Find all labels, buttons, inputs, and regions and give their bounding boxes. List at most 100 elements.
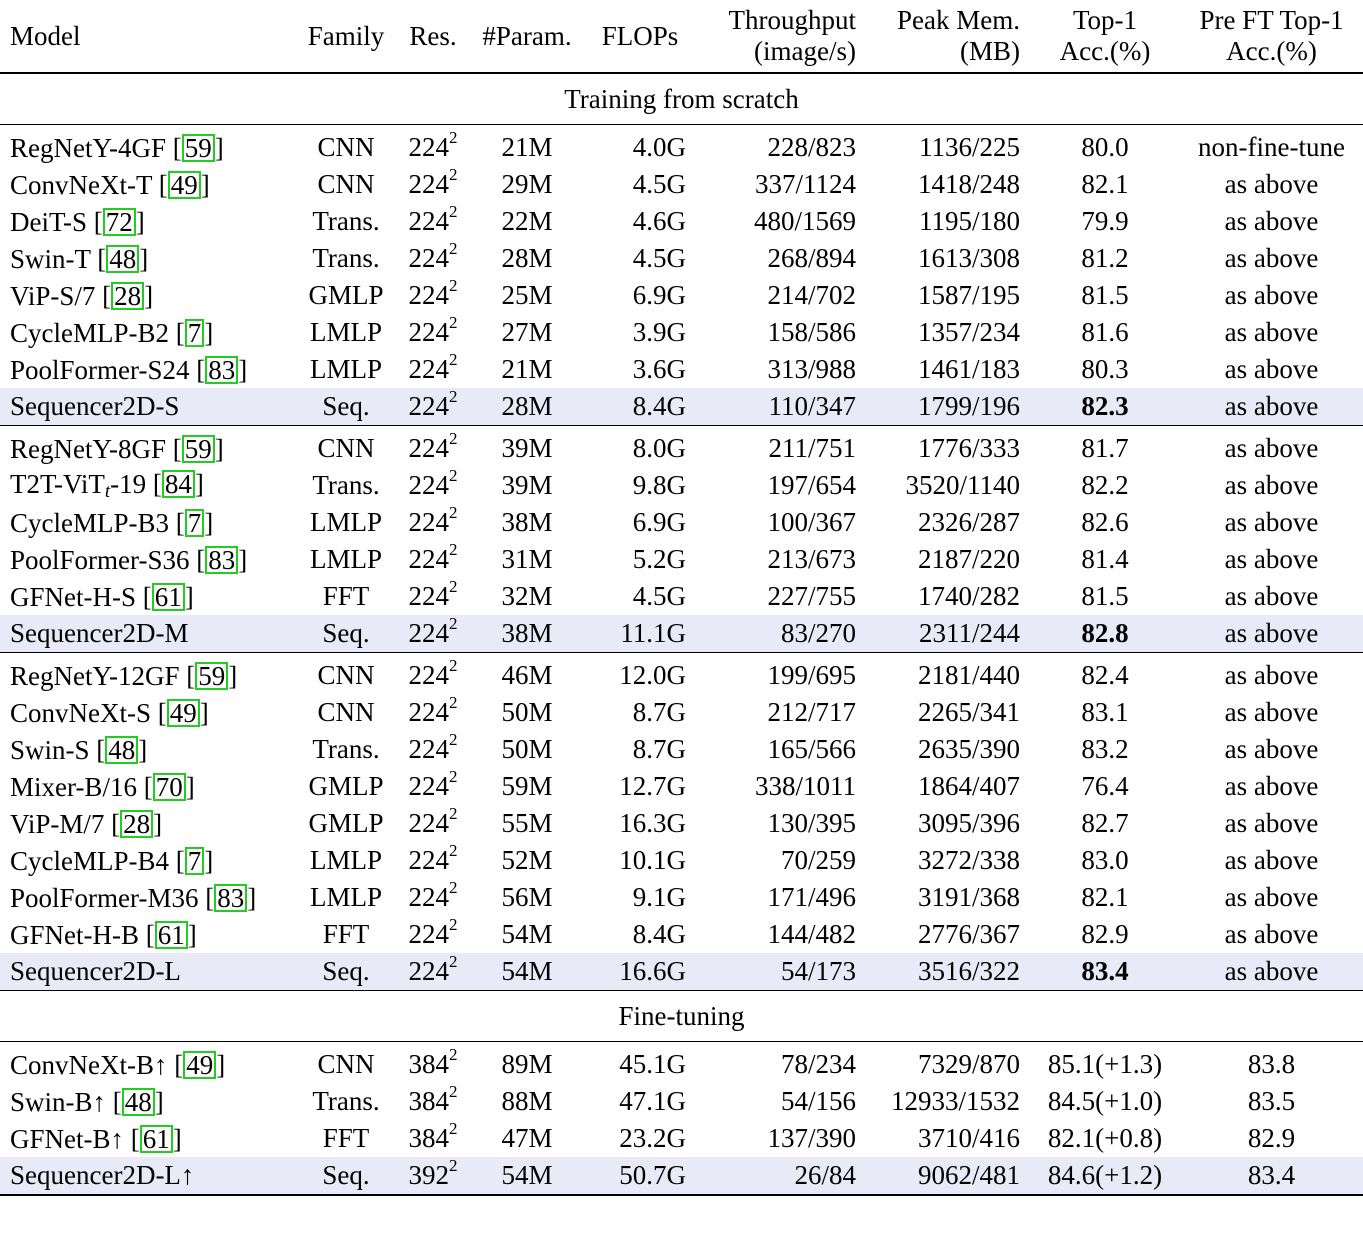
citation-link[interactable]: 7 xyxy=(184,846,205,875)
table-row: CycleMLP-B4 [7] LMLP 2242 52M 10.1G 70/259 327… xyxy=(0,842,1363,879)
top1-cell: 82.9 xyxy=(1030,916,1180,953)
res-cell: 2242 xyxy=(396,504,470,541)
citation-link[interactable]: 61 xyxy=(154,920,188,949)
res-value: 392 xyxy=(408,1160,450,1190)
preft-cell: as above xyxy=(1180,578,1363,615)
top1-value: 84.6(+1.2) xyxy=(1047,1160,1163,1190)
preft-cell: as above xyxy=(1180,657,1363,694)
model-cell: CycleMLP-B2 [7] xyxy=(10,317,214,348)
params-cell: 54M xyxy=(470,953,584,991)
model-cell: Swin-B↑ [48] xyxy=(10,1086,164,1117)
citation-link[interactable]: 49 xyxy=(167,170,201,199)
top1-value: 81.2 xyxy=(1081,243,1129,273)
flops-cell: 4.0G xyxy=(584,129,696,166)
family-cell: CNN xyxy=(296,430,396,467)
top1-cell: 85.1(+1.3) xyxy=(1030,1046,1180,1083)
preft-value: as above xyxy=(1224,544,1319,574)
table-row: T2T-ViTt-19 [84] Trans. 2242 39M 9.8G 197/654… xyxy=(0,467,1363,504)
citation-link[interactable]: 59 xyxy=(181,133,215,162)
family-cell: Trans. xyxy=(296,467,396,504)
citation-link[interactable]: 28 xyxy=(120,809,154,838)
citation-link[interactable]: 84 xyxy=(161,470,195,498)
family-value: LMLP xyxy=(309,354,382,384)
res-exponent: 2 xyxy=(449,656,458,675)
family-cell: LMLP xyxy=(296,504,396,541)
params-value: 28M xyxy=(501,391,553,421)
family-value: Trans. xyxy=(312,470,380,500)
throughput-value: 213/673 xyxy=(767,544,856,574)
res-cell: 2242 xyxy=(396,129,470,166)
res-exponent: 2 xyxy=(449,540,458,559)
flops-value: 10.1G xyxy=(619,845,686,875)
citation-link[interactable]: 48 xyxy=(106,244,140,273)
model-cell: ConvNeXt-S [49] xyxy=(10,697,209,728)
throughput-value: 26/84 xyxy=(794,1160,856,1190)
throughput-value: 83/270 xyxy=(780,618,856,648)
model-name: GFNet-B↑ xyxy=(10,1123,124,1154)
res-cell: 2242 xyxy=(396,351,470,388)
peak-mem-value: 2265/341 xyxy=(917,697,1020,727)
citation-link[interactable]: 59 xyxy=(195,661,229,690)
flops-cell: 16.6G xyxy=(584,953,696,991)
model-cell: ConvNeXt-T [49] xyxy=(10,169,210,200)
citation-link[interactable]: 83 xyxy=(214,883,248,912)
preft-value: as above xyxy=(1224,354,1319,384)
citation-link[interactable]: 7 xyxy=(184,318,205,347)
preft-value: as above xyxy=(1224,956,1319,986)
params-cell: 27M xyxy=(470,314,584,351)
citation-link[interactable]: 48 xyxy=(105,735,139,764)
top1-value: 82.3 xyxy=(1081,391,1129,421)
peak-mem-value: 2181/440 xyxy=(917,660,1020,690)
preft-cell: as above xyxy=(1180,541,1363,578)
throughput-value: 199/695 xyxy=(767,660,856,690)
citation-link[interactable]: 7 xyxy=(184,508,205,537)
res-cell: 2242 xyxy=(396,694,470,731)
citation-link[interactable]: 70 xyxy=(152,772,186,801)
throughput-value: 480/1569 xyxy=(753,206,856,236)
res-cell: 2242 xyxy=(396,916,470,953)
res-value: 224 xyxy=(408,618,450,648)
citation-link[interactable]: 49 xyxy=(166,698,200,727)
family-cell: GMLP xyxy=(296,768,396,805)
top1-cell: 83.0 xyxy=(1030,842,1180,879)
preft-cell: as above xyxy=(1180,430,1363,467)
preft-value: as above xyxy=(1224,919,1319,949)
family-cell: Trans. xyxy=(296,1083,396,1120)
citation-link[interactable]: 61 xyxy=(151,582,185,611)
citation-link[interactable]: 28 xyxy=(111,281,145,310)
flops-cell: 4.6G xyxy=(584,203,696,240)
top1-cell: 82.8 xyxy=(1030,615,1180,653)
citation-link[interactable]: 72 xyxy=(102,207,136,236)
citation-link[interactable]: 49 xyxy=(183,1050,217,1079)
params-value: 28M xyxy=(501,243,553,273)
flops-cell: 3.6G xyxy=(584,351,696,388)
throughput-value: 78/234 xyxy=(780,1049,856,1079)
model-cell: PoolFormer-M36 [83] xyxy=(10,882,257,913)
top1-value: 80.3 xyxy=(1081,354,1129,384)
peak-mem-cell: 2635/390 xyxy=(866,731,1030,768)
header-top1: Top-1 Acc.(%) xyxy=(1059,5,1151,66)
params-cell: 55M xyxy=(470,805,584,842)
res-exponent: 2 xyxy=(449,466,458,485)
model-cell: PoolFormer-S24 [83] xyxy=(10,354,248,385)
citation-link[interactable]: 59 xyxy=(181,434,215,463)
citation-link[interactable]: 61 xyxy=(139,1124,173,1153)
family-cell: Seq. xyxy=(296,1157,396,1195)
params-cell: 56M xyxy=(470,879,584,916)
top1-cell: 82.4 xyxy=(1030,657,1180,694)
family-value: CNN xyxy=(317,1049,375,1079)
family-cell: CNN xyxy=(296,166,396,203)
flops-value: 23.2G xyxy=(619,1123,686,1153)
citation-link[interactable]: 83 xyxy=(205,545,239,574)
preft-value: 83.4 xyxy=(1247,1160,1296,1190)
family-cell: FFT xyxy=(296,578,396,615)
model-name: ConvNeXt-T xyxy=(10,169,152,200)
top1-value: 83.2 xyxy=(1081,734,1129,764)
model-cell: GFNet-B↑ [61] xyxy=(10,1123,182,1154)
family-value: CNN xyxy=(317,132,375,162)
top1-cell: 80.0 xyxy=(1030,129,1180,166)
params-cell: 21M xyxy=(470,351,584,388)
citation-link[interactable]: 83 xyxy=(205,355,239,384)
citation-link[interactable]: 48 xyxy=(121,1087,155,1116)
model-name: PoolFormer-S24 xyxy=(10,354,190,385)
